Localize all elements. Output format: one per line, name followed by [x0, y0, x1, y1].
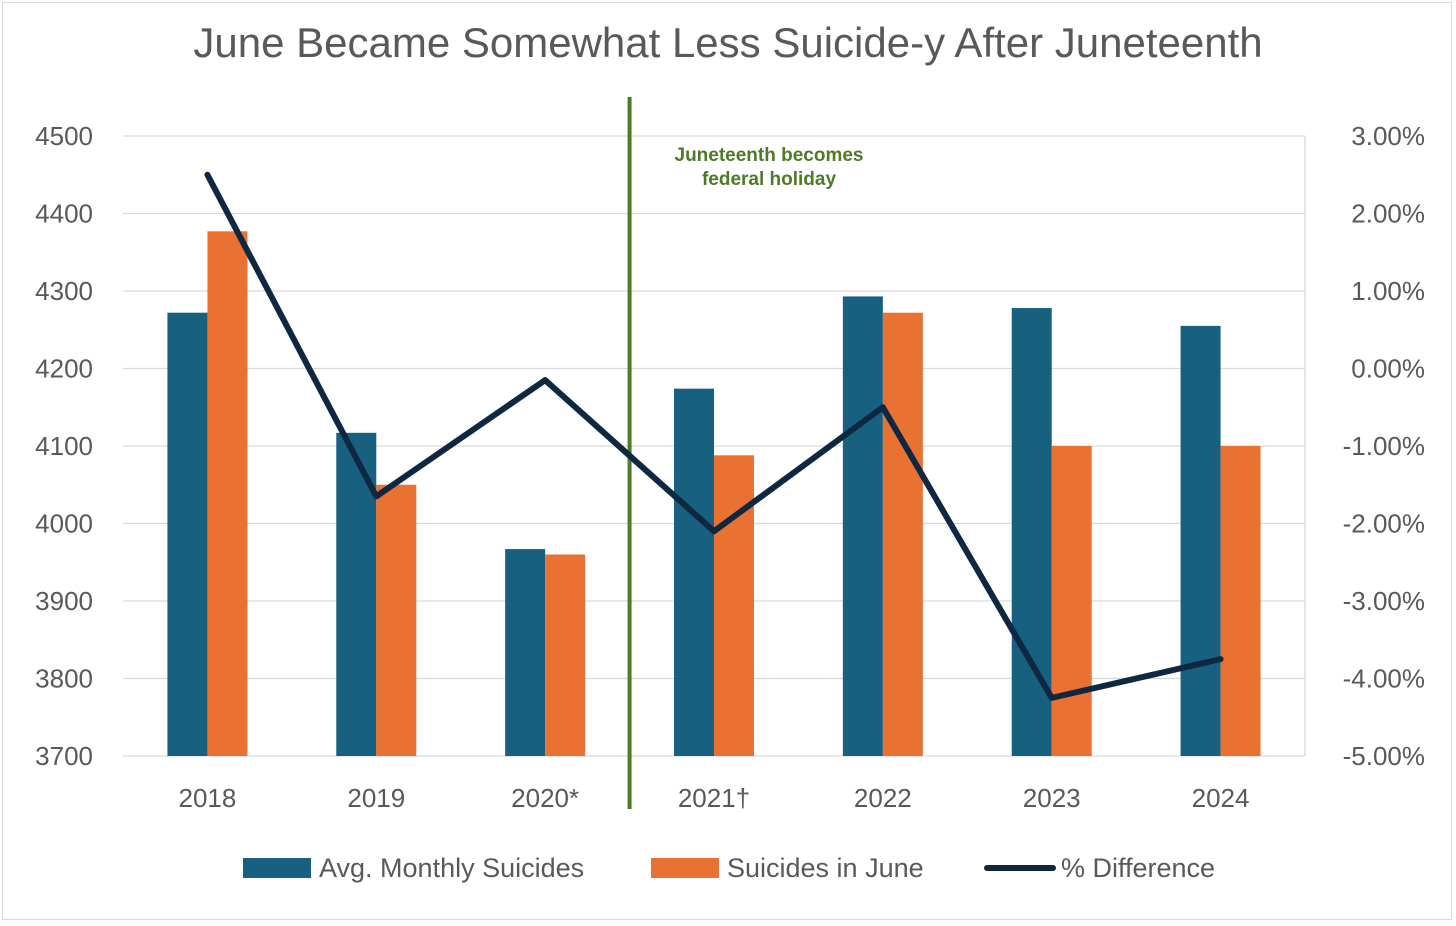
bar — [882, 312, 923, 756]
percent-difference-series — [204, 171, 1224, 701]
legend-item: Suicides in June — [651, 853, 924, 883]
bar — [207, 231, 248, 756]
x-tick-label: 2020* — [511, 783, 579, 813]
legend-swatch — [651, 858, 719, 878]
right-tick-label: 0.00% — [1351, 354, 1425, 384]
left-axis: 4500 4400 4300 4200 4100 4000 3900 3800 3700 — [35, 121, 93, 771]
legend-label: % Difference — [1061, 853, 1215, 883]
x-tick-label: 2018 — [179, 783, 237, 813]
legend-item: Avg. Monthly Suicides — [243, 853, 584, 883]
left-tick-label: 4200 — [35, 354, 93, 384]
x-tick-label: 2021† — [678, 783, 750, 813]
bar-series — [167, 231, 1261, 756]
x-axis: 2018 2019 2020* 2021† 2022 2023 2024 — [179, 783, 1250, 813]
x-tick-label: 2023 — [1023, 783, 1081, 813]
left-tick-label: 4000 — [35, 509, 93, 539]
left-tick-label: 4500 — [35, 121, 93, 151]
legend-label: Suicides in June — [727, 853, 924, 883]
right-tick-label: 2.00% — [1351, 199, 1425, 229]
legend-item: % Difference — [984, 853, 1215, 883]
left-tick-label: 3900 — [35, 586, 93, 616]
chart-title: June Became Somewhat Less Suicide-y Afte… — [193, 19, 1262, 66]
right-tick-label: -4.00% — [1343, 664, 1425, 694]
x-tick-label: 2019 — [347, 783, 405, 813]
right-tick-label: -5.00% — [1343, 741, 1425, 771]
line-point — [206, 173, 209, 176]
left-tick-label: 3800 — [35, 664, 93, 694]
right-tick-label: 1.00% — [1351, 276, 1425, 306]
line-point — [375, 495, 378, 498]
legend-swatch — [243, 858, 311, 878]
left-tick-label: 4100 — [35, 431, 93, 461]
legend-label: Avg. Monthly Suicides — [319, 853, 584, 883]
right-axis: 3.00% 2.00% 1.00% 0.00% -1.00% -2.00% -3.00% -4… — [1343, 121, 1425, 771]
bar — [376, 484, 417, 756]
series-suicides-in-june — [207, 231, 1261, 756]
legend: Avg. Monthly Suicides Suicides in June % D… — [243, 853, 1215, 883]
line-point — [713, 530, 715, 533]
line-point — [544, 379, 547, 382]
annotation-line: Juneteenth becomes — [675, 145, 864, 166]
series-avg-monthly-suicides — [167, 296, 1221, 756]
bar — [842, 296, 883, 756]
line-point — [1219, 658, 1222, 661]
bar — [1180, 325, 1221, 756]
right-tick-label: -1.00% — [1343, 431, 1425, 461]
left-tick-label: 4300 — [35, 276, 93, 306]
bar — [1220, 446, 1261, 756]
bar — [1051, 446, 1092, 756]
bar — [167, 312, 208, 756]
bar — [714, 455, 754, 756]
bar — [505, 549, 546, 756]
right-tick-label: -2.00% — [1343, 509, 1425, 539]
left-tick-label: 3700 — [35, 741, 93, 771]
juneteenth-annotation: Juneteenth becomes federal holiday — [675, 145, 864, 190]
x-tick-label: 2022 — [854, 783, 912, 813]
line-point — [881, 406, 884, 409]
left-tick-label: 4400 — [35, 199, 93, 229]
right-tick-label: 3.00% — [1351, 121, 1425, 151]
annotation-line: federal holiday — [702, 169, 837, 190]
x-tick-label: 2024 — [1192, 783, 1250, 813]
combo-chart: June Became Somewhat Less Suicide-y Afte… — [35, 19, 1425, 883]
bar — [545, 554, 586, 756]
bar — [674, 388, 714, 756]
right-tick-label: -3.00% — [1343, 586, 1425, 616]
line-point — [1050, 696, 1053, 699]
